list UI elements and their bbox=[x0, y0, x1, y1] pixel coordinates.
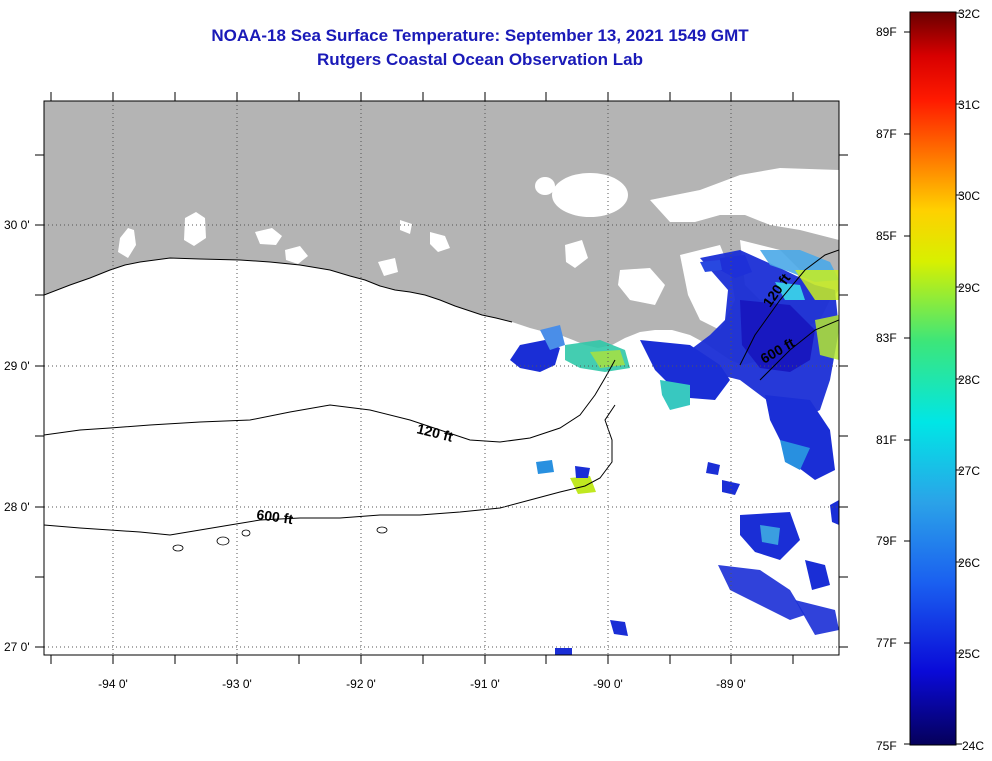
lon-label-93: -93 0' bbox=[222, 677, 252, 691]
grand-lake bbox=[255, 228, 282, 245]
colorbar-fahrenheit-87: 87F bbox=[876, 127, 897, 141]
coastline bbox=[44, 257, 513, 323]
contour-120ft-east-line bbox=[739, 249, 839, 366]
sst-data-clusters bbox=[510, 250, 839, 655]
barataria-bay bbox=[618, 268, 665, 305]
colorbar-celsius-24: 24C bbox=[962, 739, 984, 753]
map-border bbox=[43, 100, 840, 656]
colorbar-celsius-30: 30C bbox=[958, 189, 980, 203]
lat-label-29: 29 0' bbox=[4, 359, 30, 373]
colorbar-fahrenheit-83: 83F bbox=[876, 331, 897, 345]
frame-ticks bbox=[35, 92, 848, 664]
colorbar-celsius-26: 26C bbox=[958, 556, 980, 570]
bank-contour-4 bbox=[172, 544, 184, 552]
colorbar-celsius-29: 29C bbox=[958, 281, 980, 295]
colorbar-celsius-25: 25C bbox=[958, 647, 980, 661]
coastal-lake-1 bbox=[430, 232, 450, 252]
colorbar-fahrenheit-89: 89F bbox=[876, 25, 897, 39]
white-lake bbox=[285, 246, 308, 264]
chart-title: NOAA-18 Sea Surface Temperature: Septemb… bbox=[211, 26, 749, 45]
bank-contour-2 bbox=[241, 529, 251, 537]
bank-contour-1 bbox=[216, 536, 230, 546]
colorbar-celsius-28: 28C bbox=[958, 373, 980, 387]
colorbar-ticks bbox=[904, 12, 962, 745]
contour-label-600ft: 600 ft bbox=[256, 506, 295, 527]
sabine-lake bbox=[118, 228, 136, 258]
lon-label-92: -92 0' bbox=[346, 677, 376, 691]
lake-pontchartrain bbox=[552, 173, 628, 217]
colorbar-fahrenheit-75: 75F bbox=[876, 739, 897, 753]
coastal-lake-3 bbox=[565, 240, 588, 268]
colorbar-celsius-27: 27C bbox=[958, 464, 980, 478]
contour-120ft-line bbox=[44, 359, 616, 443]
lake-maurepas bbox=[535, 177, 555, 195]
contour-600ft-line bbox=[44, 404, 616, 536]
lat-label-30: 30 0' bbox=[4, 218, 30, 232]
lon-label-94: -94 0' bbox=[98, 677, 128, 691]
coastal-lake-4 bbox=[378, 258, 398, 276]
lon-label-91: -91 0' bbox=[470, 677, 500, 691]
lat-label-27: 27 0' bbox=[4, 640, 30, 654]
lon-label-89: -89 0' bbox=[716, 677, 746, 691]
lat-label-28: 28 0' bbox=[4, 500, 30, 514]
graticule bbox=[44, 101, 839, 655]
contour-600ft-east-line bbox=[759, 319, 839, 381]
colorbar-fahrenheit-81: 81F bbox=[876, 433, 897, 447]
colorbar-fahrenheit-79: 79F bbox=[876, 534, 897, 548]
lon-label-90: -90 0' bbox=[593, 677, 623, 691]
colorbar-celsius-32: 32C bbox=[958, 7, 980, 21]
colorbar-celsius-31: 31C bbox=[958, 98, 980, 112]
colorbar-fahrenheit-85: 85F bbox=[876, 229, 897, 243]
colorbar bbox=[909, 11, 957, 746]
colorbar-fahrenheit-77: 77F bbox=[876, 636, 897, 650]
chart-subtitle: Rutgers Coastal Ocean Observation Lab bbox=[317, 50, 643, 69]
coastal-lake-2 bbox=[400, 220, 412, 234]
calcasieu-lake bbox=[184, 212, 206, 246]
bank-contour-3 bbox=[376, 526, 388, 534]
mississippi-sound bbox=[650, 168, 839, 240]
